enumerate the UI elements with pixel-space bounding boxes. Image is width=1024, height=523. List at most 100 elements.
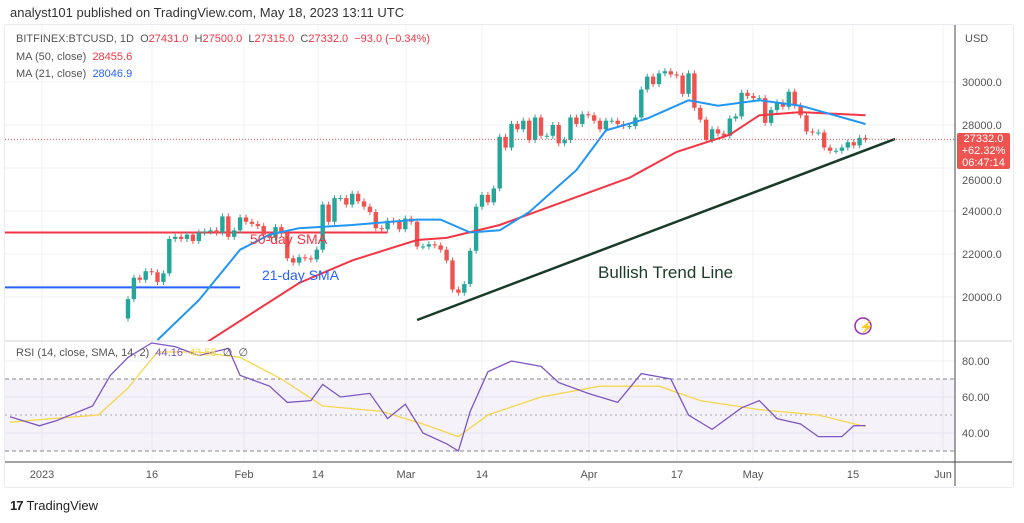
candle [420, 246, 426, 248]
candle [438, 245, 443, 250]
candle [680, 75, 685, 94]
ma21-legend[interactable]: MA (21, close) 28046.9 [16, 68, 132, 80]
price-tick-label: 30000.0 [962, 77, 1002, 89]
candle [338, 198, 343, 200]
ma50-line [206, 111, 866, 341]
candle [857, 137, 862, 146]
candle [639, 89, 644, 118]
symbol-legend: BITFINEX:BTCUSD, 1D O27431.0 H27500.0 L2… [16, 33, 430, 45]
close-value: 27332.0 [308, 33, 349, 45]
candle [432, 244, 437, 246]
candle [214, 230, 219, 233]
low-label: L [248, 33, 255, 45]
candle [403, 218, 408, 230]
candle [774, 102, 780, 110]
candle [243, 217, 249, 222]
candle [178, 236, 184, 239]
candle [196, 232, 201, 242]
candle [296, 257, 302, 263]
candle [361, 201, 367, 207]
candle [173, 236, 178, 239]
na-value-1: ∅ [222, 347, 233, 359]
annotation-trend: Bullish Trend Line [598, 263, 733, 282]
candle [751, 95, 756, 99]
candle [456, 289, 461, 293]
candle [544, 135, 550, 137]
candle [226, 216, 231, 237]
candle [863, 137, 868, 140]
candle [291, 258, 296, 263]
high-label: H [194, 33, 203, 45]
candle [208, 230, 213, 232]
candle [804, 115, 809, 132]
candle [798, 105, 803, 116]
candle [202, 231, 207, 233]
candle [851, 142, 856, 146]
ma50-value: 28455.6 [92, 51, 133, 63]
rsi-tick-label: 40.00 [962, 428, 990, 440]
candle [615, 120, 620, 124]
candle [686, 73, 691, 94]
lightning-icon-glyph: ⚡ [859, 320, 874, 334]
candle [580, 114, 585, 124]
candle [627, 126, 632, 128]
candle [450, 260, 455, 290]
candle [355, 193, 361, 202]
time-tick-label: 15 [847, 469, 859, 481]
candle [827, 147, 833, 151]
open-value: 27431.0 [148, 33, 189, 45]
candle [350, 193, 355, 205]
candle [586, 114, 591, 116]
candle [521, 120, 526, 130]
footer-brand[interactable]: 17 TradingView [10, 498, 98, 513]
candle [261, 226, 266, 235]
candle [190, 234, 196, 242]
candle [698, 107, 703, 120]
candle [444, 249, 449, 261]
candle [527, 120, 532, 141]
candle [473, 206, 479, 251]
candle [780, 102, 786, 107]
open-label: O [140, 33, 149, 45]
rsi-tick-label: 60.00 [962, 392, 990, 404]
publish-header: analyst101 published on TradingView.com,… [10, 5, 405, 20]
candle [645, 76, 650, 90]
candle [792, 91, 797, 106]
time-tick-label: Mar [397, 469, 416, 481]
candle [757, 98, 762, 100]
candle [845, 142, 850, 148]
candle [326, 204, 331, 222]
candle [485, 194, 491, 203]
candle [137, 277, 142, 280]
time-tick-label: May [743, 469, 764, 481]
candle [591, 115, 597, 121]
ma21-label: MA (21, close) [16, 68, 87, 80]
candle [662, 71, 668, 74]
ma50-legend[interactable]: MA (50, close) 28455.6 [16, 51, 132, 63]
time-tick-label: 14 [312, 469, 324, 481]
candle [497, 136, 502, 189]
price-tick-label: 28000.0 [962, 120, 1002, 132]
candle [810, 131, 815, 133]
candle [167, 238, 172, 274]
candle [302, 257, 308, 259]
bar-countdown: 06:47:14 [962, 157, 1005, 169]
candle [603, 120, 609, 130]
ma21-value: 28046.9 [92, 68, 133, 80]
ma21-line [156, 99, 866, 341]
candle [715, 129, 721, 134]
rsi-legend[interactable]: RSI (14, close, SMA, 14, 2) 44.16 43.58 … [16, 346, 248, 359]
low-value: 27315.0 [254, 33, 295, 45]
candle [491, 188, 496, 203]
chart-frame [4, 24, 1014, 488]
candle [550, 125, 555, 136]
symbol-label[interactable]: BITFINEX:BTCUSD, 1D [16, 33, 134, 45]
candle [367, 206, 373, 213]
candle [161, 273, 166, 282]
candle [515, 123, 520, 130]
high-value: 27500.0 [202, 33, 243, 45]
candle [285, 233, 290, 259]
candle [733, 116, 738, 119]
time-tick-label: 17 [671, 469, 683, 481]
